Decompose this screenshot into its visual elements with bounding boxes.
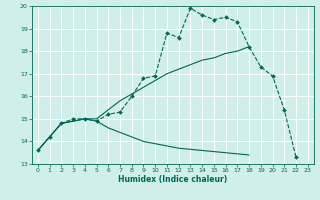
X-axis label: Humidex (Indice chaleur): Humidex (Indice chaleur) (118, 175, 228, 184)
